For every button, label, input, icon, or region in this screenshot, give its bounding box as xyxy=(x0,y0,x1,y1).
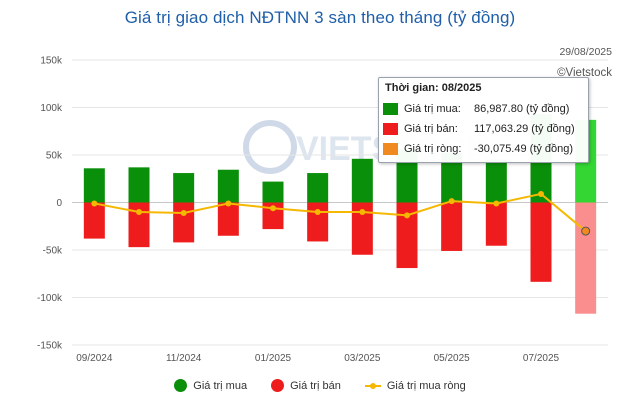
net-line-series xyxy=(91,190,591,236)
net-point[interactable] xyxy=(538,190,544,197)
tooltip-sell-value: 117,063.29 (tỷ đồng) xyxy=(474,123,575,135)
y-tick-label: 0 xyxy=(56,198,62,209)
tooltip-net-value: -30,075.49 (tỷ đồng) xyxy=(474,143,574,155)
net-line xyxy=(94,192,587,232)
x-tick-label: 03/2025 xyxy=(344,353,381,364)
net-point[interactable] xyxy=(314,209,321,215)
x-tick-label: 01/2025 xyxy=(255,353,292,364)
tooltip: Thời gian: 08/2025 Giá trị mua: 86,987.8… xyxy=(378,77,589,163)
bar-buy[interactable] xyxy=(351,158,373,203)
bar-sell[interactable] xyxy=(307,202,329,242)
net-point[interactable] xyxy=(180,209,187,216)
net-swatch-icon xyxy=(383,143,398,155)
bar-buy[interactable] xyxy=(441,153,463,203)
net-point[interactable] xyxy=(91,200,98,207)
bar-sell[interactable] xyxy=(530,202,552,282)
y-tick-label: -50k xyxy=(43,246,63,257)
x-tick-label: 05/2025 xyxy=(434,353,471,364)
tooltip-time-value: 08/2025 xyxy=(441,82,482,94)
x-tick-label: 09/2024 xyxy=(76,353,113,364)
chart-title: Giá trị giao dịch NĐTNN 3 sàn theo tháng… xyxy=(124,8,516,27)
bar-buy[interactable] xyxy=(262,181,284,203)
bar-sell[interactable] xyxy=(441,202,463,251)
legend-net-label: Giá trị mua ròng xyxy=(386,379,466,392)
net-point[interactable] xyxy=(581,226,591,236)
bar-sell[interactable] xyxy=(83,202,105,239)
buy-dot-icon xyxy=(174,379,188,392)
tooltip-sell-label: Giá trị bán: xyxy=(404,123,458,135)
net-point[interactable] xyxy=(448,198,455,205)
tooltip-row-net: Giá trị ròng: -30,075.49 (tỷ đồng) xyxy=(379,139,588,159)
bar-buy[interactable] xyxy=(83,168,105,203)
bar-sell[interactable] xyxy=(217,202,239,236)
watermark-logo-icon xyxy=(243,120,297,174)
legend-item-buy[interactable]: Giá trị mua xyxy=(174,379,247,392)
bar-buy[interactable] xyxy=(307,173,329,203)
bar-buy[interactable] xyxy=(485,159,507,203)
x-axis: 09/2024 11/2024 01/2025 03/2025 05/2025 07/20… xyxy=(76,353,559,364)
tooltip-header: Thời gian: 08/2025 xyxy=(379,78,588,99)
bar-buy[interactable] xyxy=(128,167,150,203)
net-point[interactable] xyxy=(136,209,142,215)
sell-swatch-icon xyxy=(383,123,398,135)
sell-dot-icon xyxy=(271,379,285,392)
y-tick-label: 150k xyxy=(40,56,63,67)
bar-sell[interactable] xyxy=(396,202,418,269)
bar-buy[interactable] xyxy=(173,173,195,203)
gridlines xyxy=(72,59,608,346)
net-point[interactable] xyxy=(404,212,410,219)
net-point[interactable] xyxy=(359,209,366,215)
bar-sell[interactable] xyxy=(351,202,373,255)
y-tick-label: 50k xyxy=(46,151,63,162)
net-point[interactable] xyxy=(225,200,232,207)
tooltip-buy-value: 86,987.80 (tỷ đồng) xyxy=(474,103,570,115)
bar-sell[interactable] xyxy=(173,202,195,243)
net-line-icon xyxy=(364,380,381,392)
bar-buy[interactable] xyxy=(217,169,239,203)
bar-sell[interactable] xyxy=(128,202,150,248)
x-tick-label: 11/2024 xyxy=(166,353,202,364)
tooltip-buy-label: Giá trị mua: xyxy=(404,103,461,115)
legend-item-net[interactable]: Giá trị mua ròng xyxy=(364,379,466,392)
buy-swatch-icon xyxy=(383,103,398,115)
y-axis: -150k -100k -50k 0 50k 100k 150k xyxy=(37,56,63,352)
y-tick-label: -150k xyxy=(37,341,63,352)
legend: Giá trị mua Giá trị bán Giá trị mua ròng xyxy=(0,379,640,392)
tooltip-row-buy: Giá trị mua: 86,987.80 (tỷ đồng) xyxy=(379,99,588,119)
net-point[interactable] xyxy=(270,205,276,212)
tooltip-time-label: Thời gian: xyxy=(385,82,439,94)
legend-item-sell[interactable]: Giá trị bán xyxy=(271,379,341,392)
date-stamp: 29/08/2025 xyxy=(559,46,612,58)
tooltip-row-sell: Giá trị bán: 117,063.29 (tỷ đồng) xyxy=(379,119,588,139)
credit-label: ©Vietstock xyxy=(557,67,612,79)
x-tick-label: 07/2025 xyxy=(523,353,560,364)
legend-sell-label: Giá trị bán xyxy=(290,379,341,392)
legend-buy-label: Giá trị mua xyxy=(193,379,248,392)
net-point[interactable] xyxy=(493,200,500,207)
bar-sell[interactable] xyxy=(575,202,597,314)
y-tick-label: 100k xyxy=(40,103,63,114)
tooltip-net-label: Giá trị ròng: xyxy=(404,143,462,155)
y-tick-label: -100k xyxy=(37,293,63,304)
bar-sell[interactable] xyxy=(485,202,507,246)
